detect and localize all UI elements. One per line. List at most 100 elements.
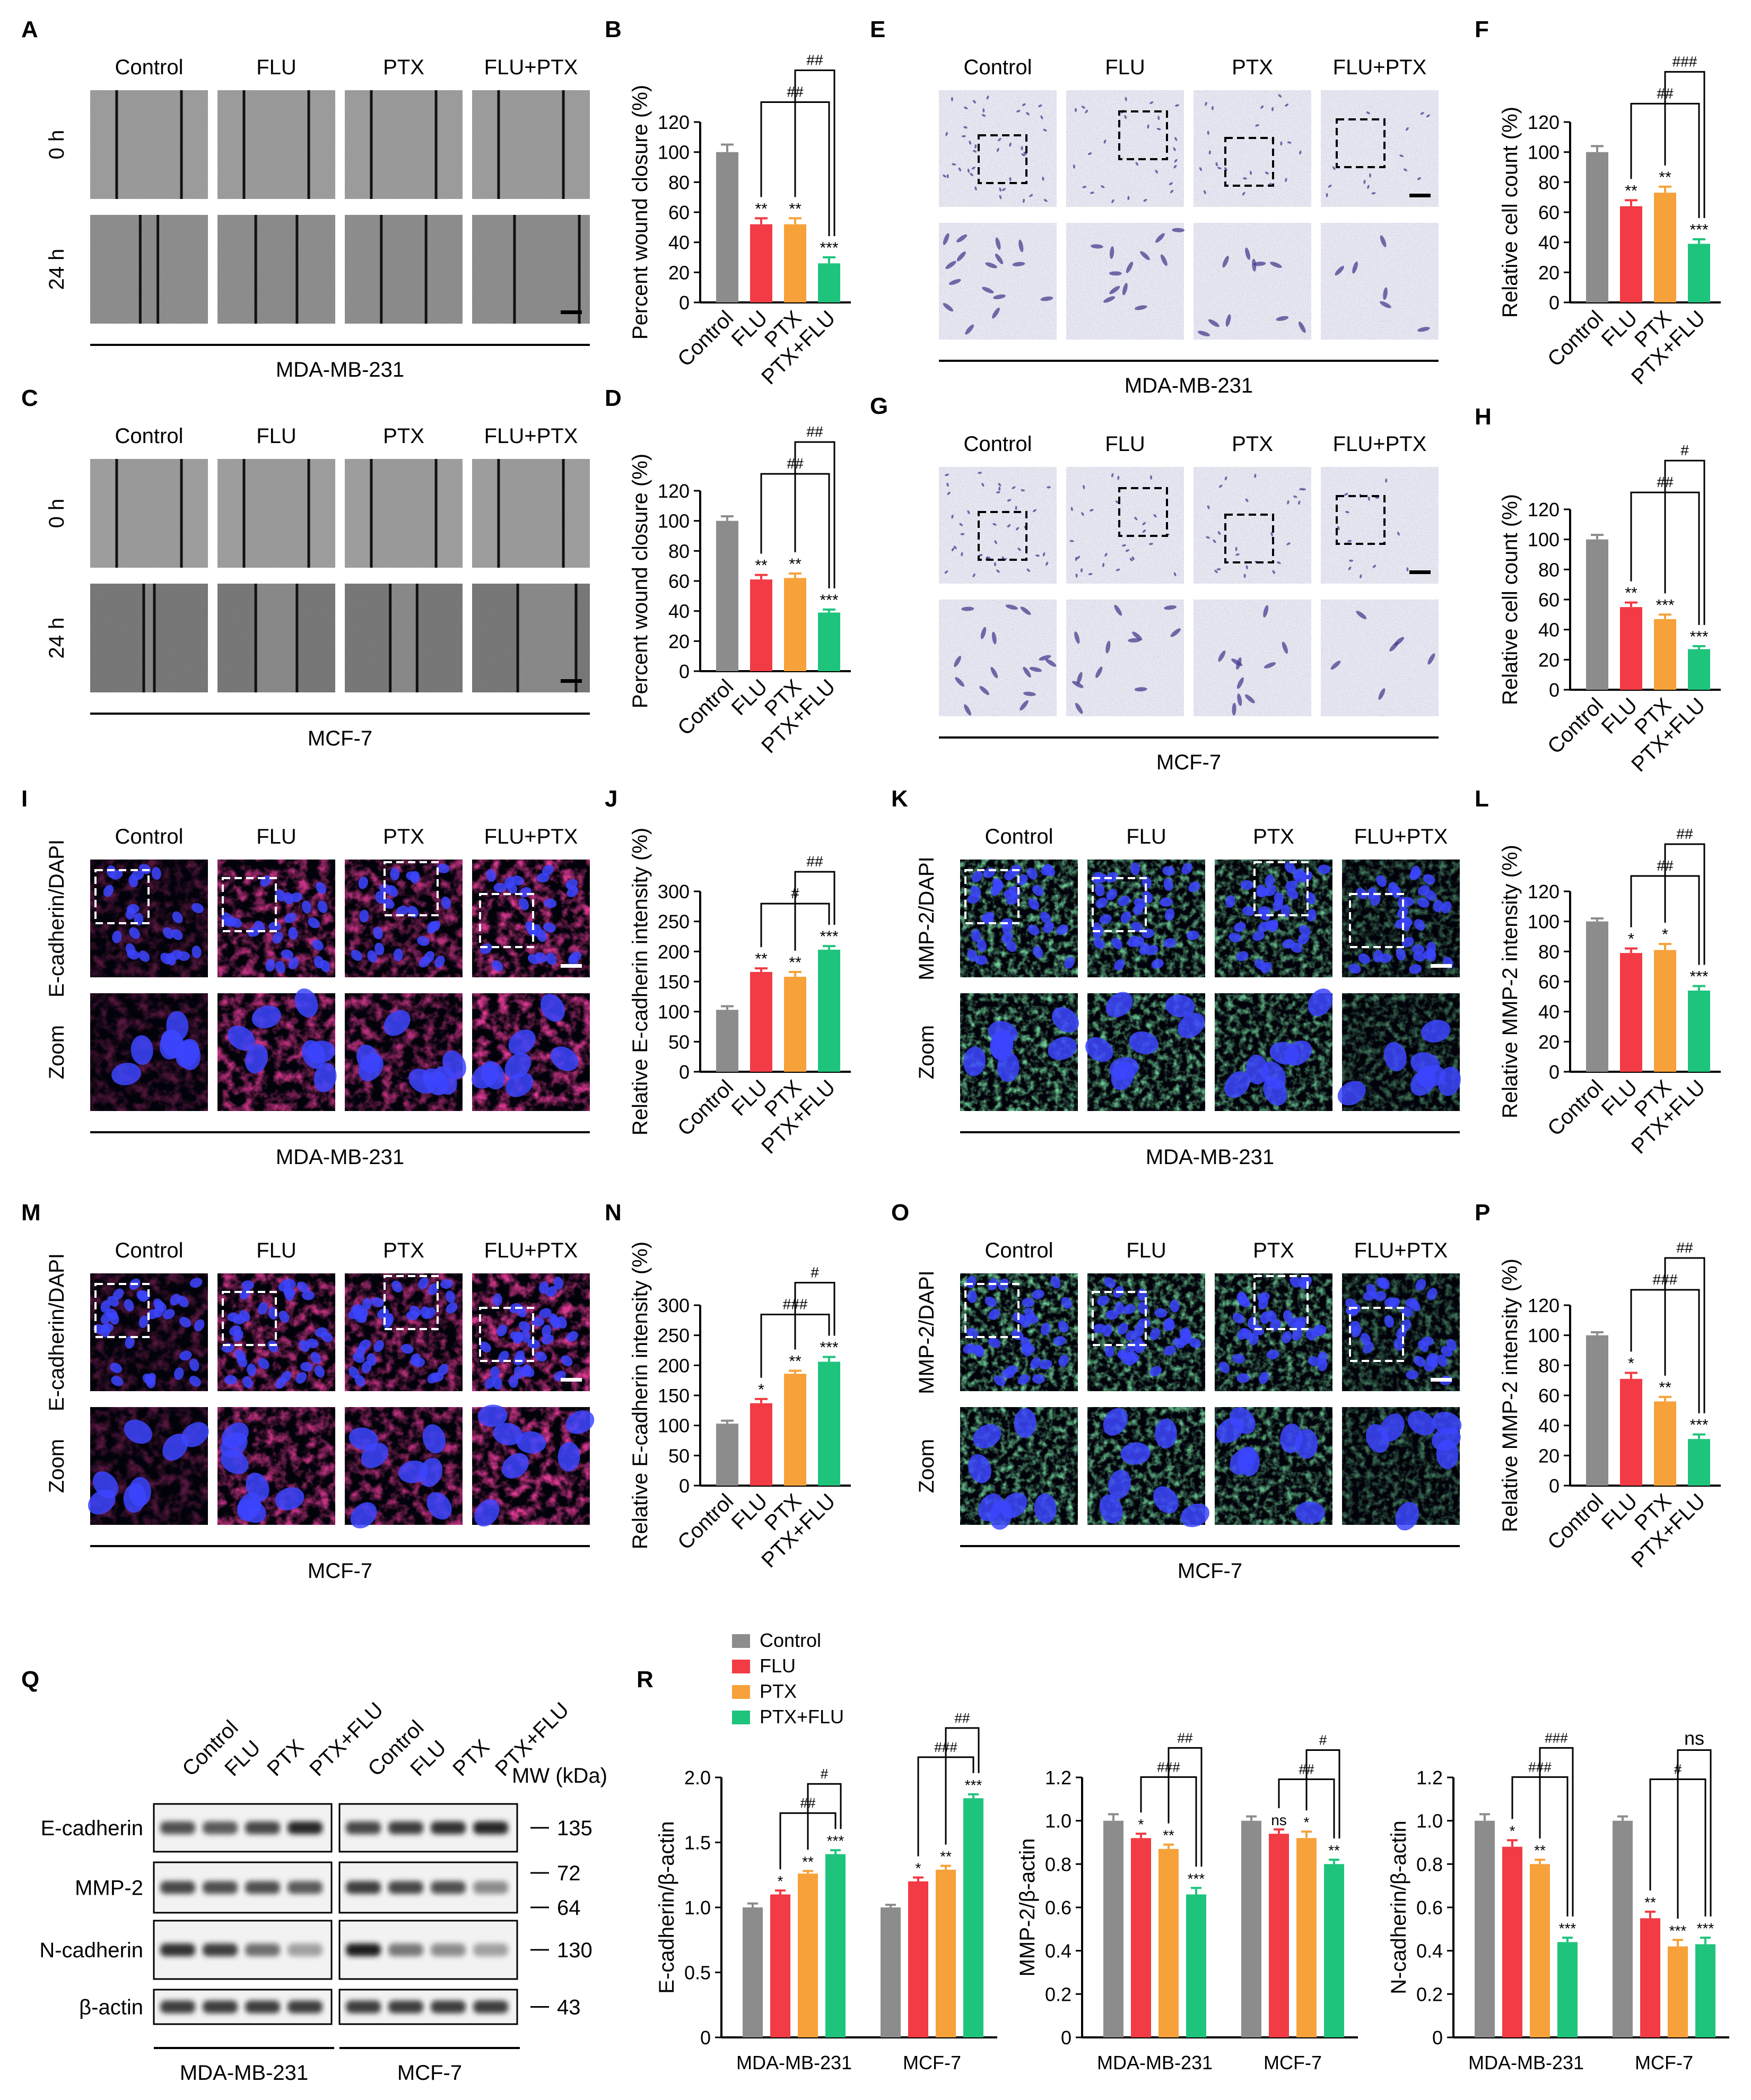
panel-D: D Percent wound closure (%) 0 20 40 60 80 100 12… (605, 385, 851, 758)
zoom-region-box (978, 511, 1027, 561)
panel-H: H Relative cell count (%) 0 20 40 60 80 100 120 C… (1475, 404, 1721, 776)
panel-I: I Control FLU PTX FLU+PTX E-cadherin/DAPI Zoom… (21, 786, 590, 1169)
panel-B: B Percent wound closure (%) 0 20 40 60 80 100 12… (605, 16, 851, 389)
y-tick-label: 80 (1538, 1355, 1560, 1376)
panel-J: J Relative E-cadherin intensity (%) 0 50 100… (605, 786, 851, 1158)
micrograph (939, 90, 1057, 207)
significance-mark: ### (1672, 53, 1697, 70)
significance-mark: ns (1271, 1812, 1287, 1828)
column-header: FLU+PTX (1354, 825, 1448, 848)
y-tick-label: 100 (1528, 142, 1560, 163)
micrograph (345, 584, 463, 692)
column-header: FLU (256, 424, 297, 448)
y-tick-label: 0 (1432, 2027, 1443, 2049)
blot-band (388, 1881, 423, 1894)
row-label: 24 h (45, 618, 68, 659)
y-tick-label: 1.0 (1416, 1810, 1443, 1832)
zoom-region-box (1349, 893, 1404, 948)
panel-Q: QControlFLUPTXPTX+FLUControlFLUPTXPTX+FL… (21, 1667, 607, 2085)
bar (1502, 1846, 1522, 2037)
bar (784, 224, 806, 302)
bar (1586, 1335, 1608, 1486)
y-tick-label: 0 (679, 292, 690, 314)
scale-bar (1409, 570, 1431, 574)
bar (936, 1869, 956, 2037)
micrograph (1321, 600, 1439, 716)
significance-mark: ** (940, 1849, 952, 1865)
comparison-bracket (1677, 1749, 1712, 1919)
legend-swatch (732, 1711, 750, 1724)
significance-mark: ** (755, 950, 768, 968)
blot-band (346, 1943, 381, 1956)
blot-band (346, 1821, 381, 1834)
y-axis-label: E-cadherin/β-actin (655, 1821, 678, 1993)
blot-band (288, 2000, 323, 2014)
comparison-bracket (794, 70, 835, 236)
bar (770, 1894, 790, 2037)
significance-mark: * (778, 1873, 783, 1889)
panel-G: G Control FLU PTX FLU+PTX MCF-7 (870, 393, 1439, 774)
zoom-region-box (1092, 877, 1147, 932)
bar (784, 976, 806, 1072)
panel-letter: C (21, 385, 38, 411)
micrograph (472, 584, 590, 692)
panel-E: E Control FLU PTX FLU+PTX MDA-MB-231 (870, 16, 1439, 397)
significance-mark: * (758, 1381, 764, 1399)
y-tick-label: 60 (668, 570, 690, 592)
micrograph (88, 1407, 209, 1525)
significance-mark: ** (1625, 585, 1637, 602)
y-tick-label: 40 (668, 232, 690, 254)
bar (716, 152, 738, 302)
micrograph (217, 459, 335, 568)
comparison-bracket (1664, 1257, 1705, 1413)
panel-letter: G (870, 393, 888, 419)
panel-letter: H (1475, 404, 1492, 430)
scale-bar (1409, 194, 1431, 197)
y-tick-label: 20 (1538, 262, 1560, 283)
row-label: 0 h (45, 499, 68, 528)
column-header: FLU (256, 56, 297, 79)
micrograph (1194, 467, 1311, 584)
zoom-region-box (1253, 861, 1309, 916)
column-header: FLU+PTX (484, 1239, 578, 1262)
micrograph (1066, 467, 1184, 584)
blot-band (388, 1821, 423, 1834)
x-tick-label: Control (673, 675, 738, 740)
micrograph (345, 90, 463, 199)
cell-line-label: MDA-MB-231 (276, 358, 404, 381)
x-tick-label: FLU (727, 306, 772, 351)
mw-marker-label: 72 (557, 1862, 581, 1885)
bar (818, 263, 840, 302)
significance-mark: *** (1188, 1870, 1205, 1887)
significance-mark: ** (789, 556, 802, 573)
micrograph (1194, 600, 1311, 716)
micrograph (217, 860, 335, 977)
bar (1620, 953, 1642, 1072)
significance-mark: *** (1689, 968, 1708, 986)
blot-band (431, 2000, 466, 2014)
panel-K: K Control FLU PTX FLU+PTX MMP-2/DAPI Zoom MDA-M… (891, 786, 1461, 1169)
y-tick-label: 0.2 (1416, 1983, 1443, 2005)
bar (1613, 1820, 1633, 2037)
panel-R-chart: N-cadherin/β-actin00.20.40.60.81.01.2***… (1387, 1728, 1729, 2073)
column-header: FLU+PTX (484, 56, 578, 79)
significance-mark: ** (1328, 1842, 1340, 1859)
micrograph (217, 215, 335, 324)
bar (750, 1403, 772, 1486)
bar (1688, 991, 1710, 1072)
y-tick-label: 60 (668, 202, 690, 223)
significance-mark: ** (1163, 1827, 1174, 1844)
x-tick-label: Control (1543, 693, 1608, 758)
legend-entry: Control (760, 1629, 821, 1651)
cell-line-label: MCF-7 (1178, 1559, 1242, 1583)
zoom-region-box (964, 869, 1020, 924)
panel-letter: D (605, 385, 622, 411)
bar (1296, 1838, 1317, 2037)
significance-mark: # (821, 1766, 829, 1782)
panel-R-chart: MMP-2/β-actin00.20.40.60.81.01.2******##… (1016, 1730, 1358, 2073)
legend-entry: FLU (760, 1655, 796, 1677)
micrograph (1342, 1273, 1460, 1391)
blot-band (203, 2000, 238, 2014)
y-tick-label: 20 (668, 630, 690, 652)
bar (1620, 1378, 1642, 1486)
